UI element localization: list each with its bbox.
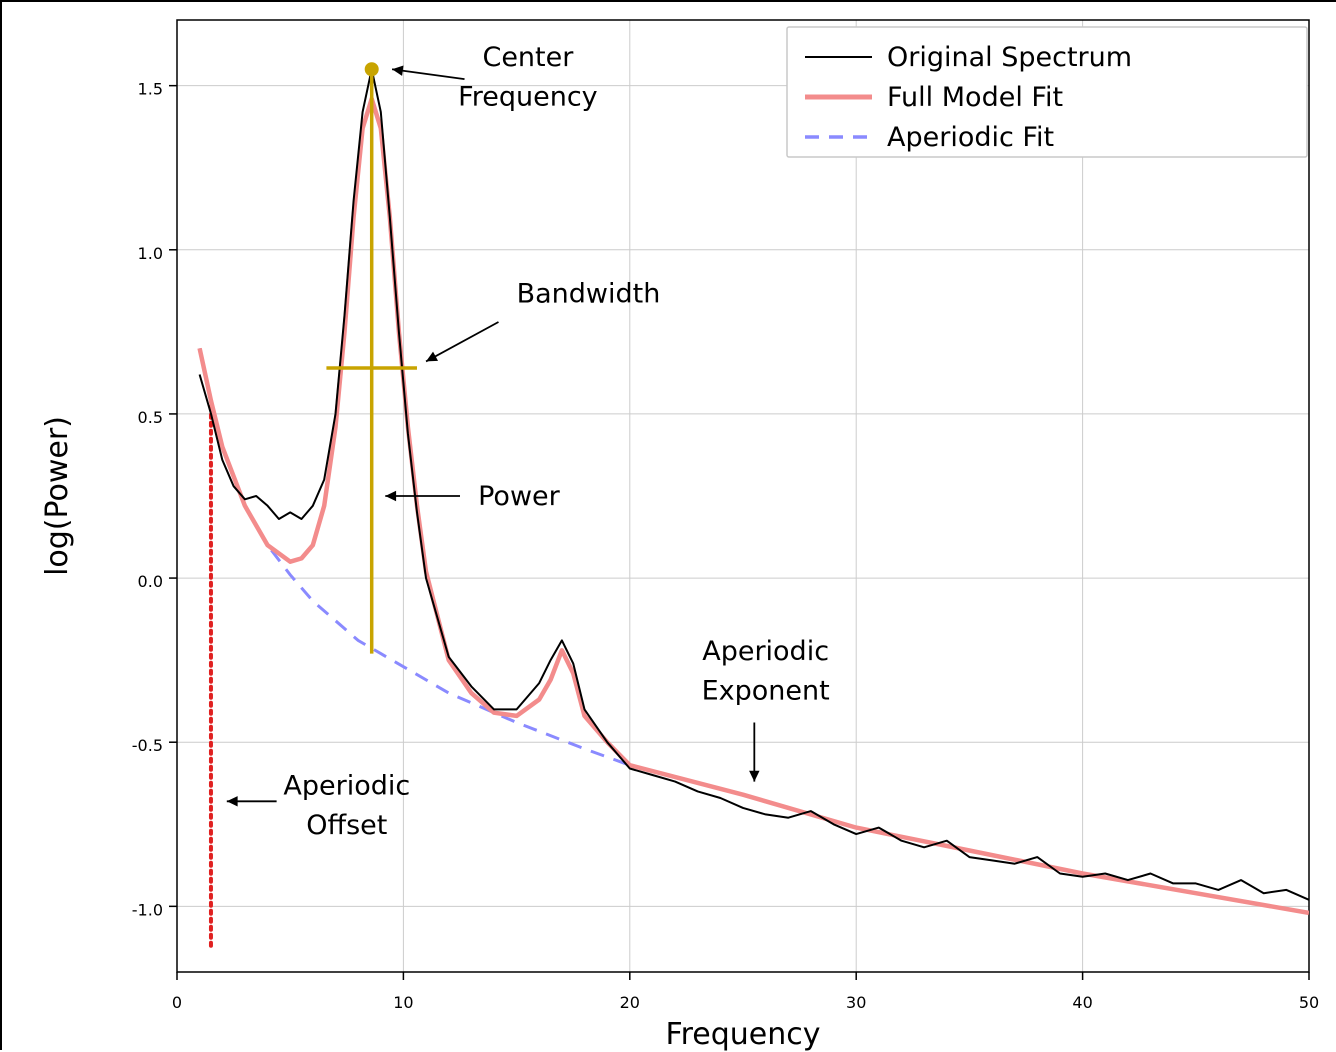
anno-offset: Aperiodic [283,771,410,802]
xtick-label: 20 [620,993,640,1012]
ytick-label: -1.0 [132,900,163,919]
xtick-label: 0 [172,993,182,1012]
anno-exponent: Aperiodic [702,636,829,667]
anno-offset-2: Offset [306,810,387,841]
xtick-label: 40 [1072,993,1092,1012]
center-frequency-marker [365,62,379,76]
legend-label: Full Model Fit [887,82,1063,113]
ytick-label: 1.0 [138,244,163,263]
anno-center-freq-2: Frequency [458,81,598,112]
legend-label: Original Spectrum [887,42,1132,73]
spectrum-chart: 0 10 20 30 40 50 -1.0 -0.5 0.0 0.5 1.0 1.5 Frequency… [2,2,1336,1052]
ytick-label: -0.5 [132,736,163,755]
figure-frame: 0 10 20 30 40 50 -1.0 -0.5 0.0 0.5 1.0 1.5 Frequency… [0,0,1336,1050]
legend: Original Spectrum Full Model Fit Aperiodic… [787,27,1307,157]
y-axis-label: log(Power) [40,416,75,576]
xtick-label: 50 [1299,993,1319,1012]
anno-power: Power [478,481,561,512]
anno-exponent-2: Exponent [702,676,830,707]
ytick-label: 0.0 [138,572,163,591]
xtick-label: 30 [846,993,866,1012]
anno-center-freq: Center [482,42,574,73]
ytick-label: 0.5 [138,408,163,427]
legend-label: Aperiodic Fit [887,122,1054,153]
chart-bg [2,2,1336,1052]
ytick-label: 1.5 [138,80,163,99]
xtick-label: 10 [393,993,413,1012]
x-axis-label: Frequency [666,1017,821,1052]
anno-bandwidth: Bandwidth [517,278,661,309]
